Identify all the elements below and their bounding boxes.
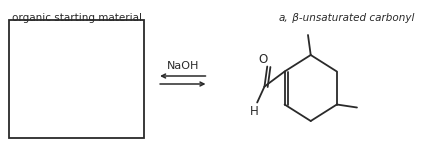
Text: β-unsaturated carbonyl: β-unsaturated carbonyl <box>289 13 414 23</box>
Text: a,: a, <box>279 13 289 23</box>
Text: NaOH: NaOH <box>166 61 199 71</box>
Bar <box>9 20 144 138</box>
Text: H: H <box>250 104 259 117</box>
Text: organic starting material: organic starting material <box>12 13 142 23</box>
Text: O: O <box>258 52 267 65</box>
